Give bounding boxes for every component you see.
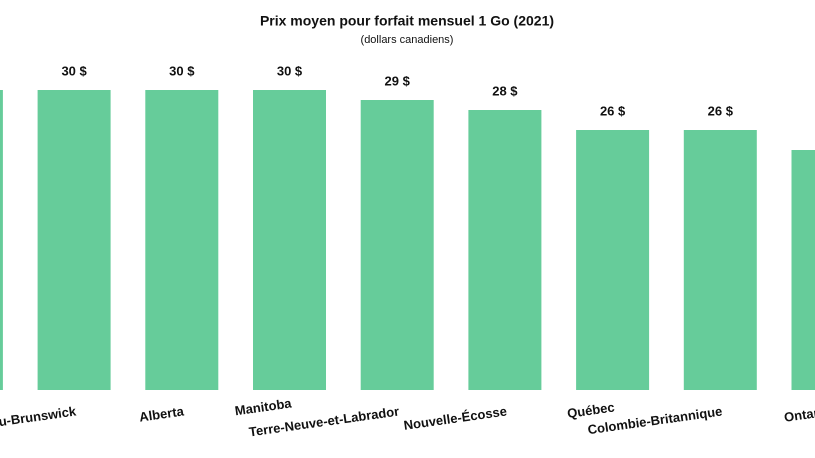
- value-label: 30 $: [61, 63, 87, 78]
- value-label: 26 $: [708, 103, 734, 118]
- value-label: 26 $: [600, 103, 626, 118]
- bar: [360, 100, 434, 390]
- bar: [791, 150, 815, 390]
- x-tick-label: Manitoba: [234, 395, 293, 418]
- x-tick-label: Ontario: [783, 404, 815, 425]
- value-label: 28 $: [492, 83, 518, 98]
- bar: [37, 90, 111, 390]
- bar: [0, 90, 3, 390]
- x-tick-label: Nouveau-Brunswick: [0, 403, 78, 435]
- x-tick-label: Nouvelle-Écosse: [403, 404, 508, 433]
- x-tick-label: Alberta: [138, 403, 185, 424]
- value-label: 30 $: [277, 63, 303, 78]
- value-label: 30 $: [169, 63, 195, 78]
- bar: [683, 130, 757, 390]
- value-label: 29 $: [385, 73, 411, 88]
- chart-subtitle: (dollars canadiens): [361, 34, 454, 46]
- bar: [145, 90, 219, 390]
- bar: [468, 110, 542, 390]
- chart-title: Prix moyen pour forfait mensuel 1 Go (20…: [260, 13, 554, 29]
- bar: [576, 130, 650, 390]
- x-tick-label: Québec: [566, 400, 615, 421]
- bar: [253, 90, 326, 390]
